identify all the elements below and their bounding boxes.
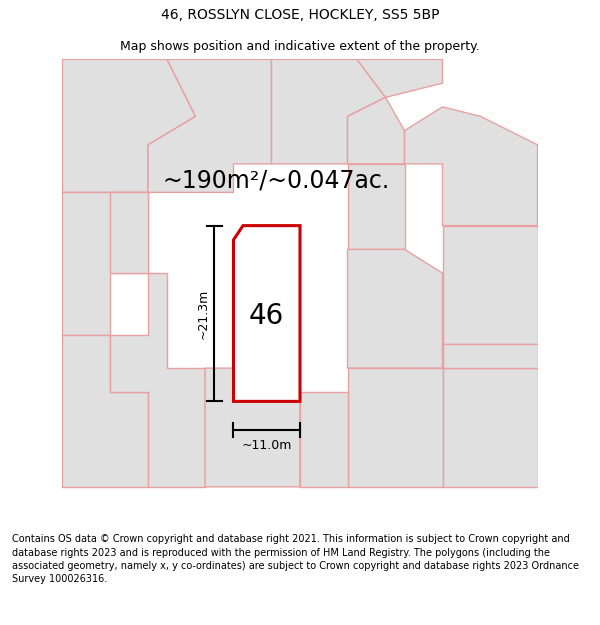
- Polygon shape: [347, 249, 443, 368]
- Polygon shape: [347, 164, 404, 249]
- Polygon shape: [404, 107, 538, 226]
- Polygon shape: [271, 59, 386, 164]
- Text: ~21.3m: ~21.3m: [197, 288, 210, 339]
- Polygon shape: [62, 59, 196, 192]
- Polygon shape: [233, 226, 300, 401]
- Polygon shape: [110, 273, 205, 487]
- Text: 46, ROSSLYN CLOSE, HOCKLEY, SS5 5BP: 46, ROSSLYN CLOSE, HOCKLEY, SS5 5BP: [161, 8, 439, 22]
- Text: Map shows position and indicative extent of the property.: Map shows position and indicative extent…: [120, 40, 480, 52]
- Text: Contains OS data © Crown copyright and database right 2021. This information is : Contains OS data © Crown copyright and d…: [12, 534, 579, 584]
- Polygon shape: [443, 368, 538, 487]
- Polygon shape: [347, 98, 404, 164]
- Polygon shape: [443, 226, 538, 344]
- Polygon shape: [357, 59, 443, 98]
- Polygon shape: [300, 392, 347, 487]
- Polygon shape: [148, 59, 271, 192]
- Text: ~11.0m: ~11.0m: [242, 439, 292, 452]
- Polygon shape: [62, 335, 148, 487]
- Polygon shape: [110, 192, 148, 273]
- Polygon shape: [443, 344, 538, 368]
- Text: 46: 46: [249, 302, 284, 330]
- Polygon shape: [205, 368, 300, 487]
- Polygon shape: [347, 368, 443, 487]
- Text: ~190m²/~0.047ac.: ~190m²/~0.047ac.: [163, 168, 390, 192]
- Polygon shape: [62, 192, 148, 335]
